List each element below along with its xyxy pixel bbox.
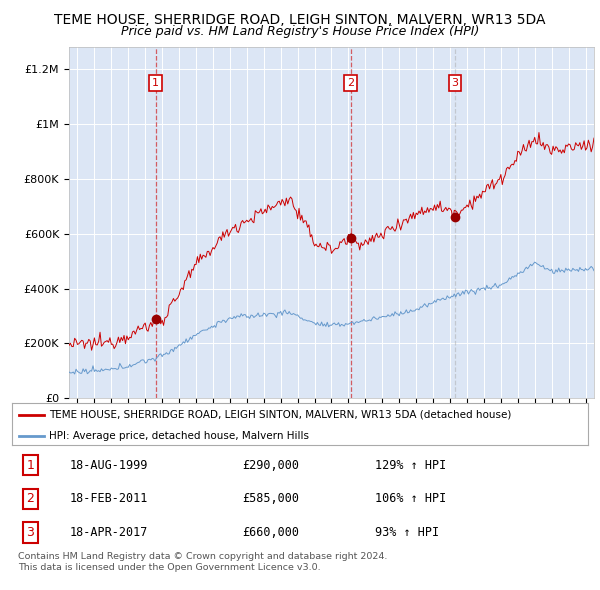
Text: 3: 3: [26, 526, 34, 539]
Text: 1: 1: [152, 78, 159, 88]
Text: Price paid vs. HM Land Registry's House Price Index (HPI): Price paid vs. HM Land Registry's House …: [121, 25, 479, 38]
Text: 3: 3: [451, 78, 458, 88]
Text: 18-FEB-2011: 18-FEB-2011: [70, 492, 148, 506]
Text: 93% ↑ HPI: 93% ↑ HPI: [375, 526, 439, 539]
Text: 2: 2: [347, 78, 354, 88]
Text: Contains HM Land Registry data © Crown copyright and database right 2024.
This d: Contains HM Land Registry data © Crown c…: [18, 552, 388, 572]
Text: 106% ↑ HPI: 106% ↑ HPI: [375, 492, 446, 506]
Text: 1: 1: [26, 458, 34, 472]
Text: TEME HOUSE, SHERRIDGE ROAD, LEIGH SINTON, MALVERN, WR13 5DA: TEME HOUSE, SHERRIDGE ROAD, LEIGH SINTON…: [54, 13, 546, 27]
Text: HPI: Average price, detached house, Malvern Hills: HPI: Average price, detached house, Malv…: [49, 431, 310, 441]
Text: £290,000: £290,000: [242, 458, 299, 472]
Text: 18-AUG-1999: 18-AUG-1999: [70, 458, 148, 472]
Text: 2: 2: [26, 492, 34, 506]
Text: £660,000: £660,000: [242, 526, 299, 539]
Text: £585,000: £585,000: [242, 492, 299, 506]
Text: 129% ↑ HPI: 129% ↑ HPI: [375, 458, 446, 472]
Text: TEME HOUSE, SHERRIDGE ROAD, LEIGH SINTON, MALVERN, WR13 5DA (detached house): TEME HOUSE, SHERRIDGE ROAD, LEIGH SINTON…: [49, 410, 512, 420]
Text: 18-APR-2017: 18-APR-2017: [70, 526, 148, 539]
